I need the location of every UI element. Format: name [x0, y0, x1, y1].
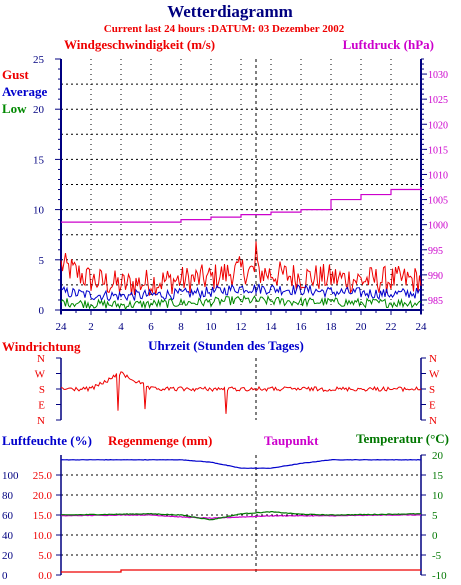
x-tick-label: 14 [266, 321, 278, 333]
series-luftfeuchte [60, 458, 422, 470]
direction-tick-label: W [429, 369, 440, 381]
x-tick-label: 22 [386, 321, 397, 333]
series-windrichtung [60, 371, 422, 414]
rain-tick-label: 10.0 [33, 530, 53, 542]
temperature-axis-label: Temperatur (°C) [356, 431, 449, 446]
series-luftdruck [61, 187, 422, 223]
temperature-tick-label: 0 [432, 530, 438, 542]
chart-title: Wetterdiagramm [167, 2, 293, 21]
wind-tick-label: 15 [33, 154, 45, 166]
x-tick-label: 24 [416, 321, 428, 333]
humidity-axis-label: Luftfeuchte (%) [2, 433, 92, 448]
x-tick-label: 20 [356, 321, 368, 333]
series-low [60, 294, 422, 311]
time-axis-label: Uhrzeit (Stunden des Tages) [148, 338, 304, 353]
direction-tick-label: N [37, 353, 45, 365]
humidity-tick-label: 60 [2, 510, 14, 522]
x-tick-label: 10 [206, 321, 218, 333]
humidity-tick-label: 20 [2, 550, 14, 562]
humidity-tick-label: 40 [2, 530, 14, 542]
x-tick-label: 4 [118, 321, 124, 333]
direction-tick-label: N [429, 415, 437, 427]
temperature-tick-label: 20 [432, 450, 444, 462]
x-tick-label: 24 [56, 321, 68, 333]
series-average [60, 283, 422, 302]
rain-axis-label: Regenmenge (mm) [108, 433, 212, 448]
rain-tick-label: 15.0 [33, 510, 53, 522]
direction-tick-label: E [38, 400, 45, 412]
temperature-tick-label: 5 [432, 510, 438, 522]
wind-tick-label: 20 [33, 104, 45, 116]
temperature-tick-label: -5 [432, 550, 442, 562]
dewpoint-axis-label: Taupunkt [264, 433, 319, 448]
temperature-tick-label: -10 [432, 570, 447, 582]
wind-axis-label: Windgeschwindigkeit (m/s) [64, 37, 215, 52]
series-temperatur [60, 511, 422, 521]
direction-tick-label: S [39, 384, 45, 396]
direction-tick-label: S [429, 384, 435, 396]
rain-tick-label: 5.0 [38, 550, 52, 562]
humidity-tick-label: 100 [2, 470, 19, 482]
pressure-tick-label: 1000 [428, 221, 448, 232]
direction-tick-label: N [37, 415, 45, 427]
pressure-tick-label: 1020 [428, 120, 448, 131]
x-tick-label: 12 [236, 321, 247, 333]
pressure-tick-label: 1010 [428, 170, 448, 181]
rain-tick-label: 20.0 [33, 490, 53, 502]
wind-tick-label: 0 [39, 305, 45, 317]
x-tick-label: 16 [296, 321, 308, 333]
pressure-tick-label: 1005 [428, 196, 448, 207]
x-tick-label: 8 [178, 321, 184, 333]
x-tick-label: 2 [88, 321, 94, 333]
temperature-tick-label: 10 [432, 490, 444, 502]
series-gust [60, 241, 422, 296]
pressure-tick-label: 1015 [428, 145, 448, 156]
chart-subtitle: Current last 24 hours :DATUM: 03 Dezembe… [104, 23, 345, 35]
wind-tick-label: 5 [39, 255, 45, 267]
x-tick-label: 18 [326, 321, 338, 333]
pressure-tick-label: 1025 [428, 95, 448, 106]
pressure-tick-label: 995 [428, 246, 443, 257]
series-taupunkt [60, 514, 422, 519]
pressure-tick-label: 990 [428, 271, 443, 282]
pressure-axis-label: Luftdruck (hPa) [343, 37, 434, 52]
rain-tick-label: 25.0 [33, 470, 53, 482]
legend-gust: Gust [2, 67, 29, 82]
x-tick-label: 6 [148, 321, 154, 333]
series-regenmenge [61, 569, 421, 573]
wind-panel: 0510152025985990995100010051010101510201… [33, 54, 448, 333]
rain-tick-label: 0.0 [38, 570, 52, 582]
direction-tick-label: E [429, 400, 436, 412]
direction-tick-label: W [35, 369, 46, 381]
wind-tick-label: 25 [33, 54, 45, 66]
legend-low: Low [2, 101, 27, 116]
direction-axis-label: Windrichtung [2, 339, 81, 354]
wind-tick-label: 10 [33, 205, 45, 217]
direction-panel: N NW WS SE EN N [35, 353, 440, 427]
humidity-tick-label: 80 [2, 490, 14, 502]
temperature-tick-label: 15 [432, 470, 444, 482]
pressure-tick-label: 1030 [428, 70, 448, 81]
pressure-tick-label: 985 [428, 296, 443, 307]
direction-tick-label: N [429, 353, 437, 365]
humidity-tick-label: 0 [2, 570, 8, 582]
humidity-panel: 0 20 40 60 80 100 0.0 5.0 10.0 15.0 20.0 25.0 -10 -5 0… [2, 450, 447, 582]
legend-average: Average [2, 84, 47, 99]
